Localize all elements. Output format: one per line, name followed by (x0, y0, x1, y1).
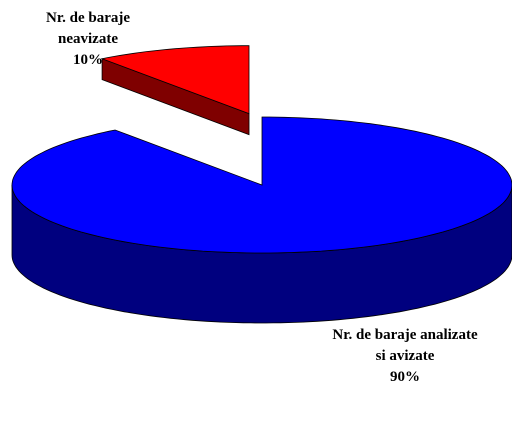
value-label: 90% (390, 369, 420, 385)
category-label: Nr. de baraje analizate si avizate (332, 327, 478, 364)
slice-label: Nr. de baraje analizate si avizate 90% (330, 325, 480, 388)
value-label: 10% (73, 52, 103, 68)
category-label: Nr. de baraje neavizate (45, 10, 131, 47)
slice (11, 116, 512, 254)
slice-label: Nr. de baraje neavizate 10% (18, 8, 158, 71)
slice (100, 45, 250, 115)
